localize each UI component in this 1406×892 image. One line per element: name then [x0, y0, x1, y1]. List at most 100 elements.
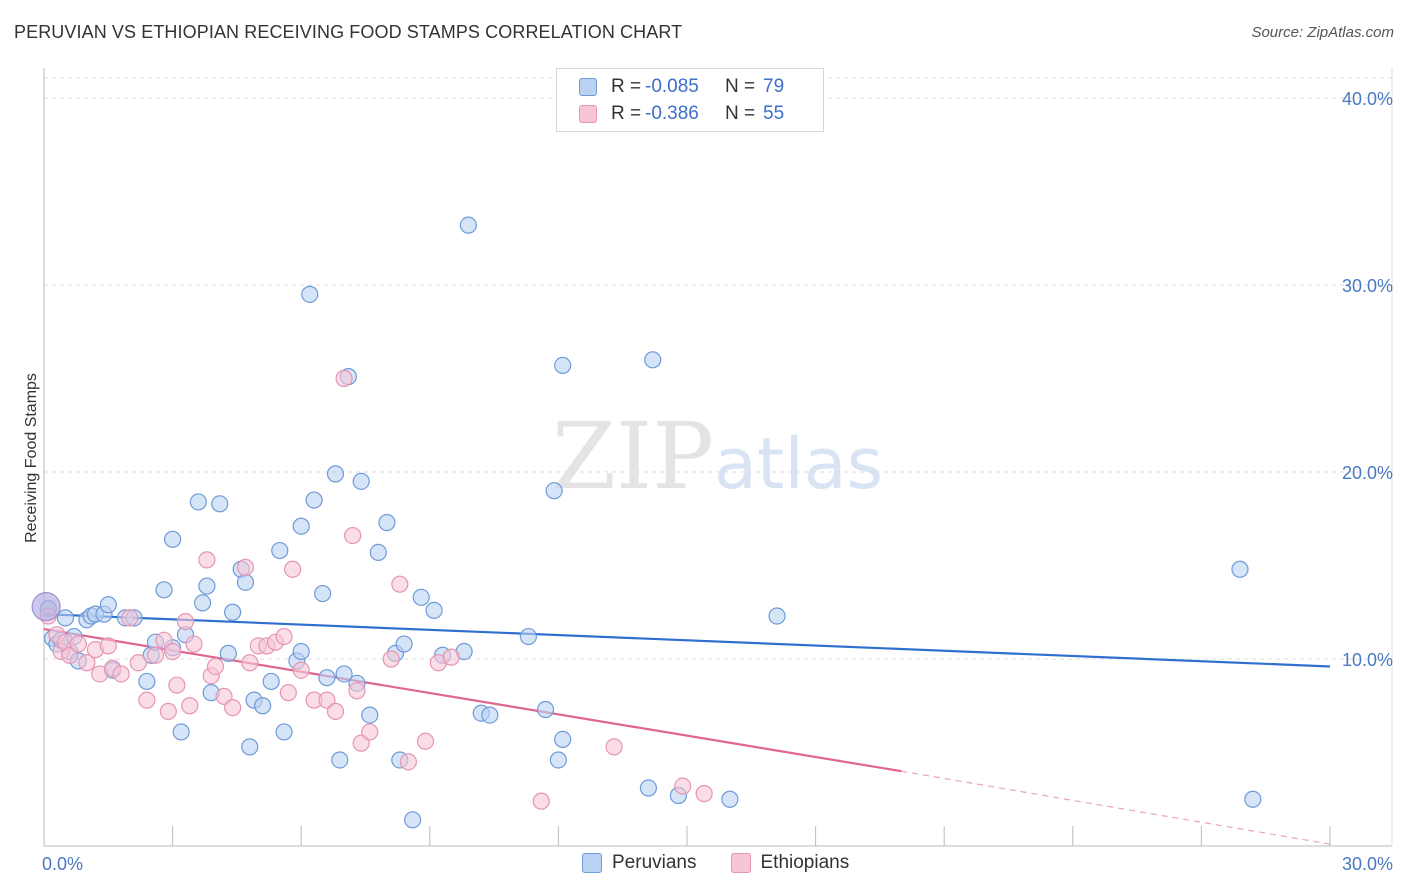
ethiopian-point — [292, 661, 310, 679]
peruvian-point — [271, 541, 289, 560]
peruvian-point — [545, 482, 563, 500]
ethiopian-point — [185, 635, 203, 653]
peruvian-point — [198, 577, 216, 595]
ethiopian-trend-extension — [901, 770, 1331, 845]
peruvian-point — [412, 588, 430, 606]
peruvian-point — [481, 706, 499, 724]
legend-n-label: N = — [725, 76, 756, 97]
peruvian-point — [138, 672, 156, 691]
correlation-legend: R = -0.085 N = 79 R = -0.386 N = 55 — [556, 68, 824, 132]
ethiopian-point — [112, 665, 130, 683]
peruvian-trend-line — [43, 613, 1331, 668]
peruvian-point — [549, 751, 568, 769]
x-tick-label: 30.0% — [1342, 854, 1393, 874]
legend-r-value: -0.085 — [645, 76, 699, 97]
peruvian-point — [639, 779, 658, 797]
peruvian-point — [721, 790, 739, 808]
cluster-point — [31, 592, 61, 622]
peruvian-point — [219, 644, 237, 662]
legend-r-label: R = — [611, 103, 642, 124]
ethiopian-point — [121, 609, 139, 627]
peruvian-point — [768, 607, 786, 625]
ethiopian-point — [69, 635, 87, 653]
peruvian-point — [335, 665, 353, 683]
legend-label-peruvians: Peruvians — [612, 852, 697, 873]
trend-lines — [43, 613, 1331, 845]
peruvian-point — [155, 581, 173, 599]
ethiopian-point — [176, 612, 195, 631]
legend-row-ethiopians: R = -0.386 N = 55 — [579, 102, 784, 126]
ethiopian-point — [442, 648, 460, 666]
ethiopian-point — [279, 684, 297, 702]
ethiopian-point — [159, 702, 177, 720]
ethiopian-point — [605, 738, 623, 756]
peruvian-point — [1244, 790, 1262, 808]
peruvian-point — [314, 584, 332, 603]
ethiopian-point — [335, 369, 353, 388]
ethiopian-point — [78, 654, 96, 672]
y-axis-label: Receiving Food Stamps — [23, 373, 40, 543]
peruvian-point — [369, 543, 387, 562]
ethiopian-point — [695, 785, 713, 803]
series-legend: Peruvians Ethiopians — [582, 852, 883, 874]
ethiopian-point — [241, 654, 259, 672]
ethiopian-point — [399, 753, 417, 771]
peruvian-point — [378, 513, 396, 532]
peruvian-point — [275, 723, 293, 741]
peruvian-point — [292, 517, 310, 535]
peruvian-point — [395, 635, 413, 653]
ethiopian-point — [284, 560, 302, 578]
peruvian-point — [224, 603, 242, 621]
legend-r-label: R = — [611, 76, 642, 97]
ethiopian-point — [275, 627, 293, 646]
legend-n-value: 79 — [763, 76, 785, 97]
ethiopian-point — [391, 575, 409, 593]
ethiopian-point — [206, 657, 225, 676]
legend-item-ethiopians: Ethiopians — [730, 852, 849, 874]
peruvian-point — [99, 596, 117, 614]
axes — [43, 68, 1393, 847]
y-tick-label: 40.0% — [1342, 89, 1393, 109]
ethiopian-point — [198, 551, 216, 569]
legend-r-value: -0.386 — [645, 103, 699, 124]
chart-title: PERUVIAN VS ETHIOPIAN RECEIVING FOOD STA… — [14, 22, 683, 42]
ethiopian-point — [236, 558, 255, 576]
peruvian-point — [352, 472, 370, 490]
ethiopian-point — [146, 646, 165, 664]
legend-item-peruvians: Peruvians — [582, 852, 697, 874]
ethiopian-point — [164, 642, 182, 661]
ethiopian-point — [361, 723, 379, 741]
y-tick-label: 30.0% — [1342, 276, 1393, 296]
peruvian-point — [331, 751, 349, 769]
peruvian-point — [305, 491, 323, 509]
peruvian-point — [164, 530, 182, 548]
peruvian-point — [292, 642, 310, 661]
ethiopian-point — [99, 637, 117, 655]
peruvian-point — [459, 216, 477, 234]
peruvian-point — [241, 738, 259, 756]
watermark-atlas: atlas — [714, 423, 883, 505]
tick-labels: 10.0% 20.0% 30.0% 40.0% 0.0% 30.0% — [42, 89, 1393, 874]
peruvian-point — [56, 609, 75, 627]
ethiopians-swatch — [730, 853, 751, 873]
peruvian-point — [301, 285, 319, 303]
legend-row-peruvians: R = -0.085 N = 79 — [579, 75, 784, 99]
legend-n-value: 55 — [763, 103, 785, 124]
peruvian-point — [172, 723, 190, 741]
ethiopian-point — [168, 676, 186, 694]
ethiopian-point — [181, 697, 199, 715]
peruvian-point — [404, 811, 422, 829]
ethiopian-point — [416, 732, 435, 750]
peruvian-point — [194, 594, 212, 612]
peruvian-point — [211, 495, 229, 513]
y-tick-label: 20.0% — [1342, 463, 1393, 483]
peruvian-point — [425, 601, 443, 619]
watermark-zip: ZIP — [552, 403, 714, 510]
y-tick-label: 10.0% — [1342, 650, 1393, 670]
ethiopian-point — [348, 682, 366, 700]
ethiopian-point — [138, 691, 156, 709]
peruvian-point — [1231, 560, 1249, 578]
data-points — [31, 216, 1262, 829]
ethiopian-point — [382, 650, 400, 668]
